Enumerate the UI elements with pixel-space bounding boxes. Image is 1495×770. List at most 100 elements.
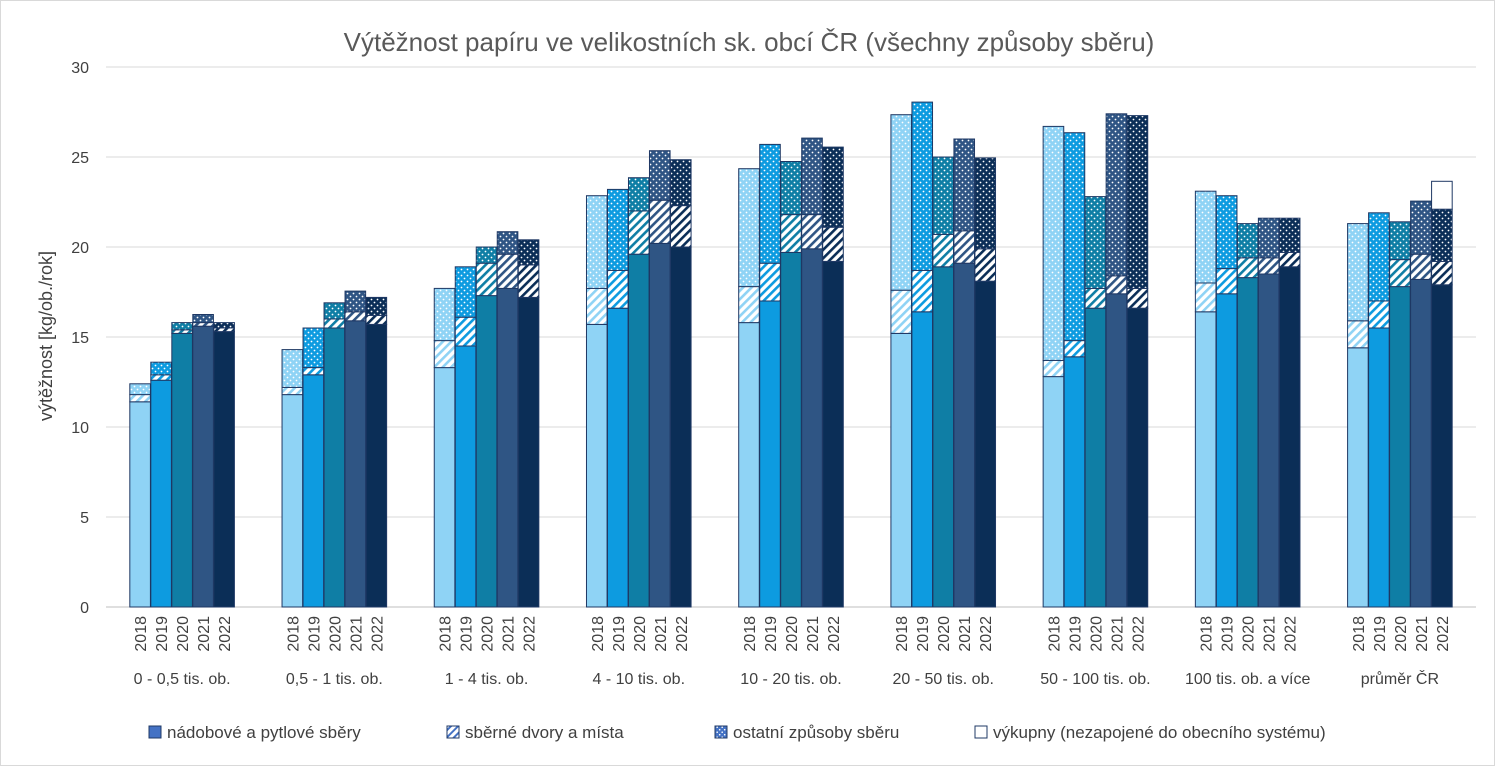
bar-segment (1257, 217, 1280, 259)
bar-segment (932, 266, 955, 608)
bar-segment (213, 331, 235, 608)
year-tick-label: 2020 (1088, 616, 1105, 652)
bar-segment (627, 210, 650, 255)
group-label: 4 - 10 tis. ob. (593, 671, 686, 688)
bar-segment (1126, 307, 1149, 608)
y-tick-label: 20 (71, 240, 89, 257)
year-tick-label: 2020 (480, 616, 497, 652)
bar-segment (648, 150, 671, 201)
bar-segment (953, 262, 976, 608)
bar-segment (890, 114, 913, 291)
bar-segment (365, 296, 388, 316)
year-tick-label: 2018 (590, 616, 607, 652)
bar-segment (344, 320, 367, 608)
year-tick-label: 2021 (501, 616, 518, 652)
bar-segment (585, 195, 608, 289)
legend-item: ostatní způsoby sběru (714, 723, 899, 742)
bar-segment (890, 289, 913, 334)
bar-segment (281, 394, 304, 608)
year-tick-label: 2019 (611, 616, 628, 652)
bar-segment (1042, 125, 1065, 361)
year-tick-label: 2022 (1283, 616, 1300, 652)
bar-segment (1431, 208, 1453, 262)
bar-segment (1347, 320, 1369, 349)
bar-segment (1257, 273, 1280, 608)
bar-segment (1063, 340, 1086, 358)
legend-item: nádobové a pytlové sběry (148, 723, 361, 742)
bar-segment (822, 146, 844, 228)
bar-segment (323, 302, 346, 320)
bar-segment (496, 253, 519, 289)
bar-segment (1368, 300, 1390, 329)
legend-label: výkupny (nezapojené do obecního systému) (993, 723, 1326, 742)
bar-segment (1042, 359, 1065, 378)
bar-segment (365, 323, 388, 608)
legend-item: sběrné dvory a místa (446, 723, 624, 742)
bar-segment (1084, 307, 1107, 608)
year-tick-label: 2021 (1262, 616, 1279, 652)
bar-segment (454, 316, 477, 347)
bar-segment (1215, 293, 1238, 608)
year-tick-label: 2018 (1046, 616, 1063, 652)
bar-segment (627, 253, 650, 608)
group-label: 0 - 0,5 tis. ob. (134, 671, 231, 688)
group-label: 1 - 4 tis. ob. (445, 671, 529, 688)
bar-segment (974, 280, 997, 608)
bar-segment (1347, 347, 1369, 608)
bar-segment (171, 322, 193, 331)
bar-segment (192, 325, 214, 608)
year-tick-label: 2018 (438, 616, 455, 652)
group-label: 50 - 100 tis. ob. (1040, 671, 1150, 688)
bar-segment (213, 327, 235, 333)
bar-segment (1236, 223, 1259, 259)
bar-segment (1194, 282, 1217, 313)
year-tick-label: 2018 (1199, 616, 1216, 652)
legend-swatch (446, 725, 460, 739)
year-tick-label: 2019 (1372, 616, 1389, 652)
year-tick-label: 2022 (826, 616, 843, 652)
bar-segment (323, 318, 346, 329)
chart-title: Výtěžnost papíru ve velikostních sk. obc… (344, 27, 1155, 57)
legend-swatch (714, 725, 728, 739)
bar-segment (627, 177, 650, 212)
bar-segment (475, 295, 498, 608)
legend-swatch (148, 725, 162, 739)
y-tick-label: 25 (71, 150, 89, 167)
bar-segment (932, 233, 955, 268)
year-tick-label: 2019 (915, 616, 932, 652)
bar-segment (1278, 251, 1301, 268)
bar-segment (1410, 278, 1432, 608)
legend-label: nádobové a pytlové sběry (167, 723, 361, 742)
bar-segment (344, 311, 367, 322)
year-tick-label: 2021 (348, 616, 365, 652)
bar-segment (1063, 132, 1086, 342)
y-tick-label: 30 (71, 60, 89, 77)
bar-segment (822, 260, 844, 608)
bar-segment (365, 314, 388, 325)
year-tick-label: 2022 (217, 616, 234, 652)
year-tick-label: 2020 (632, 616, 649, 652)
legend: nádobové a pytlové sběry sběrné dvory a m… (148, 723, 1326, 742)
bar-segment (669, 205, 692, 248)
bar-segment (517, 296, 540, 608)
year-tick-label: 2019 (1067, 616, 1084, 652)
bar-segment (801, 137, 823, 216)
year-tick-label: 2022 (522, 616, 539, 652)
group-label: průměr ČR (1361, 669, 1439, 688)
year-tick-label: 2018 (285, 616, 302, 652)
legend-label: ostatní způsoby sběru (733, 723, 899, 742)
bar-segment (669, 159, 692, 207)
bar-segment (1215, 195, 1238, 270)
bar-segment (302, 327, 325, 369)
bar-segment (475, 246, 498, 264)
bar-segment (129, 394, 151, 403)
bar-segment (496, 231, 519, 255)
year-tick-label: 2019 (1220, 616, 1237, 652)
y-axis-label: výtěžnost [kg/ob./rok] (36, 251, 56, 421)
bar-segment (1410, 200, 1432, 255)
year-tick-label: 2019 (763, 616, 780, 652)
bar-segment (1126, 115, 1149, 289)
bar-segment (1063, 356, 1086, 608)
bar-segment (1431, 260, 1453, 286)
